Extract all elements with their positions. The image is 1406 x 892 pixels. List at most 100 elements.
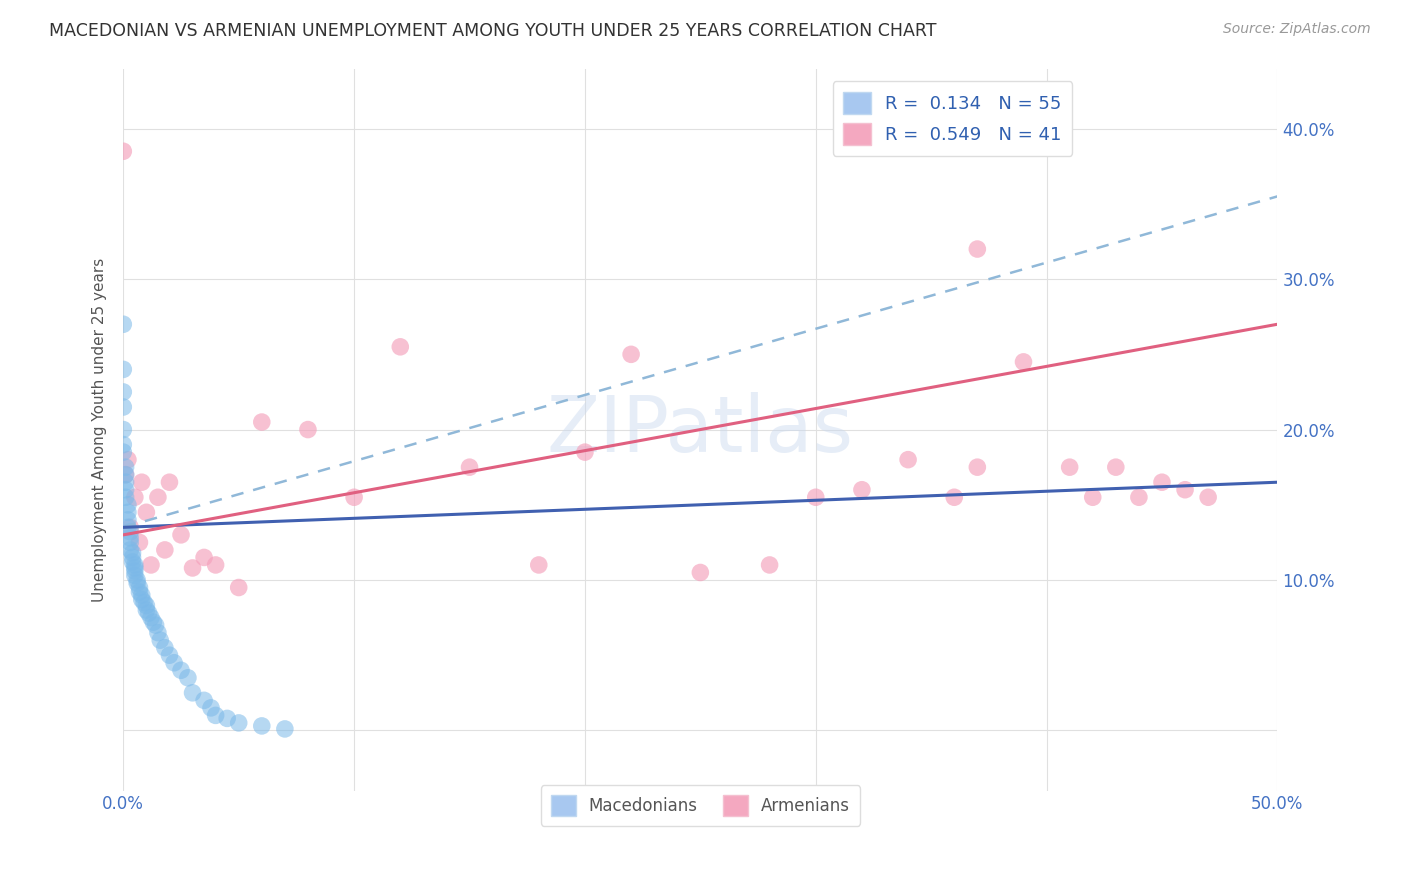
Point	[128, 585, 150, 599]
Point	[1105, 460, 1128, 475]
Point	[159, 648, 181, 663]
Point	[114, 475, 136, 490]
Point	[124, 568, 146, 582]
Point	[170, 528, 193, 542]
Point	[851, 483, 873, 497]
Point	[458, 460, 481, 475]
Point	[204, 558, 226, 572]
Point	[112, 362, 135, 376]
Point	[117, 498, 139, 512]
Point	[112, 423, 135, 437]
Point	[153, 542, 176, 557]
Point	[124, 561, 146, 575]
Point	[193, 550, 215, 565]
Point	[112, 437, 135, 451]
Point	[121, 550, 143, 565]
Point	[135, 603, 157, 617]
Point	[758, 558, 780, 572]
Point	[138, 606, 160, 620]
Point	[142, 615, 165, 629]
Point	[177, 671, 200, 685]
Point	[804, 490, 827, 504]
Point	[120, 524, 142, 539]
Point	[120, 531, 142, 545]
Point	[217, 711, 239, 725]
Point	[966, 242, 988, 256]
Point	[1150, 475, 1173, 490]
Point	[943, 490, 966, 504]
Point	[117, 505, 139, 519]
Y-axis label: Unemployment Among Youth under 25 years: Unemployment Among Youth under 25 years	[93, 258, 107, 602]
Point	[112, 400, 135, 414]
Point	[159, 475, 181, 490]
Point	[153, 640, 176, 655]
Point	[145, 618, 167, 632]
Point	[139, 610, 162, 624]
Point	[149, 633, 172, 648]
Point	[181, 561, 204, 575]
Point	[297, 423, 319, 437]
Point	[117, 513, 139, 527]
Text: ZIPatlas: ZIPatlas	[547, 392, 853, 467]
Point	[114, 490, 136, 504]
Point	[112, 318, 135, 332]
Point	[1059, 460, 1081, 475]
Point	[131, 588, 153, 602]
Point	[620, 347, 643, 361]
Point	[389, 340, 412, 354]
Point	[343, 490, 366, 504]
Point	[114, 467, 136, 482]
Point	[228, 581, 250, 595]
Point	[250, 719, 273, 733]
Point	[200, 701, 222, 715]
Legend: Macedonians, Armenians: Macedonians, Armenians	[540, 785, 860, 826]
Point	[112, 445, 135, 459]
Point	[1081, 490, 1104, 504]
Point	[1197, 490, 1219, 504]
Point	[163, 656, 186, 670]
Point	[204, 708, 226, 723]
Point	[131, 592, 153, 607]
Point	[966, 460, 988, 475]
Point	[135, 505, 157, 519]
Point	[132, 596, 155, 610]
Point	[121, 546, 143, 560]
Point	[120, 520, 142, 534]
Point	[181, 686, 204, 700]
Point	[527, 558, 550, 572]
Point	[124, 564, 146, 578]
Point	[689, 566, 711, 580]
Point	[1012, 355, 1035, 369]
Point	[146, 490, 169, 504]
Point	[127, 576, 149, 591]
Point	[112, 384, 135, 399]
Point	[114, 467, 136, 482]
Point	[135, 599, 157, 613]
Point	[127, 573, 149, 587]
Point	[146, 625, 169, 640]
Point	[124, 558, 146, 572]
Text: Source: ZipAtlas.com: Source: ZipAtlas.com	[1223, 22, 1371, 37]
Text: MACEDONIAN VS ARMENIAN UNEMPLOYMENT AMONG YOUTH UNDER 25 YEARS CORRELATION CHART: MACEDONIAN VS ARMENIAN UNEMPLOYMENT AMON…	[49, 22, 936, 40]
Point	[274, 722, 297, 736]
Point	[139, 558, 162, 572]
Point	[193, 693, 215, 707]
Point	[128, 581, 150, 595]
Point	[121, 555, 143, 569]
Point	[128, 535, 150, 549]
Point	[114, 460, 136, 475]
Point	[112, 145, 135, 159]
Point	[120, 542, 142, 557]
Point	[117, 520, 139, 534]
Point	[170, 663, 193, 677]
Point	[117, 452, 139, 467]
Point	[1174, 483, 1197, 497]
Point	[1128, 490, 1150, 504]
Point	[228, 715, 250, 730]
Point	[897, 452, 920, 467]
Point	[124, 490, 146, 504]
Point	[574, 445, 596, 459]
Point	[120, 535, 142, 549]
Point	[250, 415, 273, 429]
Point	[114, 483, 136, 497]
